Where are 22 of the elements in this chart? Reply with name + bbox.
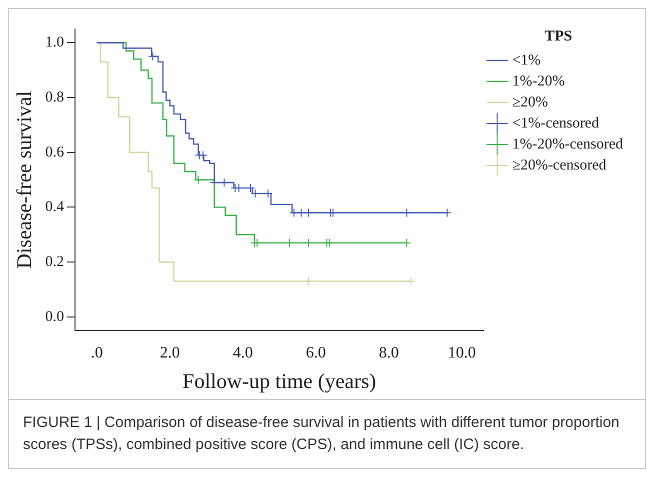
legend-title: TPS: [544, 28, 572, 44]
y-tick-label: 0.4: [45, 199, 64, 216]
x-tick-label: 4.0: [232, 344, 253, 362]
x-tick-label: .0: [90, 344, 103, 362]
legend-label: 1%-20%: [512, 73, 565, 90]
legend-label: <1%-censored: [512, 115, 600, 132]
x-tick-label: 10.0: [448, 344, 476, 362]
y-axis-title: Disease-free survival: [12, 90, 36, 269]
x-tick-label: 8.0: [378, 344, 399, 362]
y-tick-label: 0.6: [45, 144, 64, 160]
legend-label: 1%-20%-censored: [512, 136, 624, 152]
x-tick-label: 2.0: [160, 344, 180, 362]
legend-label: ≥20%: [512, 94, 548, 110]
legend-label: <1%: [512, 52, 541, 68]
x-tick-label: 6.0: [306, 344, 326, 362]
y-tick-label: 1.0: [45, 34, 64, 51]
x-axis-title: Follow-up time (years): [182, 368, 376, 393]
legend-label: ≥20%-censored: [512, 157, 607, 174]
y-tick-label: 0.0: [45, 308, 64, 325]
caption: FIGURE 1 | Comparison of disease-free survival in patients with different tumor proportion scores (TPSs), combined positive score (CPS), and immune cell (IC) score.: [23, 413, 620, 455]
y-tick-label: 0.8: [45, 89, 64, 106]
y-tick-label: 0.2: [45, 254, 64, 270]
